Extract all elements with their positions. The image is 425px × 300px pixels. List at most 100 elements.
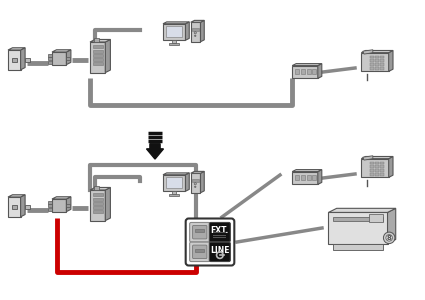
Polygon shape bbox=[163, 24, 185, 40]
Bar bbox=[11, 205, 17, 209]
Bar bbox=[380, 166, 384, 168]
Polygon shape bbox=[191, 20, 204, 22]
Circle shape bbox=[194, 183, 196, 185]
Bar bbox=[370, 68, 374, 70]
Bar bbox=[93, 54, 103, 57]
Bar bbox=[370, 166, 374, 168]
Bar bbox=[213, 237, 227, 238]
Polygon shape bbox=[292, 172, 318, 184]
Bar bbox=[93, 198, 103, 201]
Bar bbox=[93, 206, 103, 209]
Bar bbox=[172, 191, 176, 194]
Bar bbox=[380, 169, 384, 172]
Bar bbox=[333, 244, 383, 250]
FancyArrow shape bbox=[147, 144, 164, 159]
Bar bbox=[380, 56, 384, 58]
Bar bbox=[312, 69, 316, 74]
Polygon shape bbox=[361, 50, 393, 52]
Bar bbox=[94, 38, 99, 42]
Bar bbox=[301, 69, 305, 74]
Bar bbox=[11, 58, 17, 62]
Circle shape bbox=[195, 35, 196, 37]
Bar bbox=[48, 204, 52, 207]
Polygon shape bbox=[201, 20, 204, 42]
Bar bbox=[295, 69, 299, 74]
FancyBboxPatch shape bbox=[190, 242, 210, 262]
Circle shape bbox=[383, 232, 395, 244]
Bar bbox=[369, 214, 382, 222]
Bar bbox=[48, 61, 52, 64]
FancyBboxPatch shape bbox=[190, 223, 210, 242]
Bar bbox=[93, 45, 103, 48]
Bar bbox=[370, 161, 374, 164]
Polygon shape bbox=[191, 173, 201, 193]
Bar bbox=[375, 173, 379, 176]
Bar bbox=[306, 69, 311, 74]
Bar bbox=[380, 173, 384, 176]
Polygon shape bbox=[201, 171, 204, 193]
Polygon shape bbox=[361, 159, 389, 177]
FancyBboxPatch shape bbox=[186, 218, 234, 266]
Bar bbox=[195, 249, 204, 252]
Bar bbox=[48, 208, 52, 211]
Bar bbox=[66, 56, 70, 60]
Polygon shape bbox=[318, 64, 322, 78]
Bar bbox=[192, 28, 199, 31]
Bar bbox=[166, 177, 182, 188]
Polygon shape bbox=[185, 173, 189, 191]
Polygon shape bbox=[105, 188, 111, 220]
Bar bbox=[66, 203, 70, 207]
Polygon shape bbox=[8, 195, 25, 197]
Bar bbox=[48, 201, 52, 203]
Polygon shape bbox=[105, 39, 111, 73]
Bar bbox=[166, 26, 182, 37]
Bar bbox=[370, 173, 374, 176]
Polygon shape bbox=[318, 169, 322, 184]
Bar bbox=[375, 169, 379, 172]
Bar bbox=[93, 194, 103, 196]
Bar bbox=[195, 229, 204, 232]
Polygon shape bbox=[388, 208, 396, 244]
Bar bbox=[93, 202, 103, 205]
Bar bbox=[301, 175, 305, 180]
Bar bbox=[48, 54, 52, 56]
Bar bbox=[172, 40, 176, 43]
Polygon shape bbox=[66, 50, 71, 64]
Polygon shape bbox=[90, 190, 105, 220]
Polygon shape bbox=[389, 50, 393, 71]
Bar bbox=[25, 205, 31, 209]
Polygon shape bbox=[292, 64, 322, 66]
Bar bbox=[94, 186, 99, 190]
Bar bbox=[93, 62, 103, 65]
Bar bbox=[306, 175, 311, 180]
Polygon shape bbox=[90, 39, 110, 42]
Polygon shape bbox=[52, 197, 71, 199]
Bar bbox=[169, 43, 179, 45]
Circle shape bbox=[194, 32, 196, 34]
Polygon shape bbox=[52, 52, 66, 64]
Polygon shape bbox=[191, 171, 204, 173]
Polygon shape bbox=[8, 197, 20, 217]
Text: EXT.: EXT. bbox=[211, 226, 229, 236]
Bar bbox=[295, 175, 299, 180]
Polygon shape bbox=[329, 208, 396, 212]
Polygon shape bbox=[20, 195, 25, 217]
Bar bbox=[312, 175, 316, 180]
Polygon shape bbox=[8, 48, 25, 50]
Polygon shape bbox=[363, 156, 373, 160]
Polygon shape bbox=[90, 188, 110, 190]
Polygon shape bbox=[163, 22, 189, 24]
Polygon shape bbox=[191, 22, 201, 42]
Bar bbox=[93, 50, 103, 52]
Circle shape bbox=[386, 235, 392, 241]
Bar bbox=[93, 58, 103, 61]
Polygon shape bbox=[163, 175, 185, 191]
Bar bbox=[370, 59, 374, 62]
Polygon shape bbox=[363, 50, 373, 54]
Polygon shape bbox=[361, 52, 389, 71]
Bar bbox=[380, 59, 384, 62]
Polygon shape bbox=[52, 199, 66, 211]
Circle shape bbox=[195, 186, 196, 188]
Polygon shape bbox=[389, 157, 393, 177]
Bar bbox=[370, 56, 374, 58]
